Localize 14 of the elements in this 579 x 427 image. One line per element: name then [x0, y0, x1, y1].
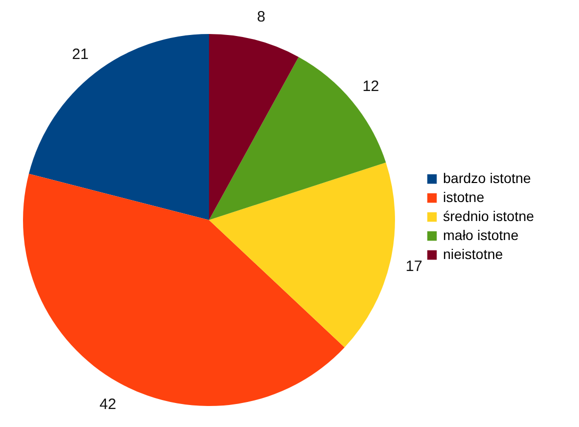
- legend-label: nieistotne: [443, 246, 504, 262]
- data-label: 8: [257, 8, 266, 26]
- legend-label: istotne: [443, 189, 484, 205]
- pie-slice: [209, 34, 299, 220]
- pie-slice: [209, 162, 395, 348]
- data-label: 21: [72, 46, 89, 64]
- legend-label: średnio istotne: [443, 208, 534, 224]
- data-label: 42: [99, 396, 116, 414]
- legend-label: mało istotne: [443, 227, 519, 243]
- pie-slice: [209, 57, 386, 220]
- data-label: 12: [362, 78, 380, 96]
- pie-slice: [28, 34, 209, 220]
- legend-label: bardzo istotne: [443, 170, 532, 186]
- data-label: 17: [406, 258, 422, 275]
